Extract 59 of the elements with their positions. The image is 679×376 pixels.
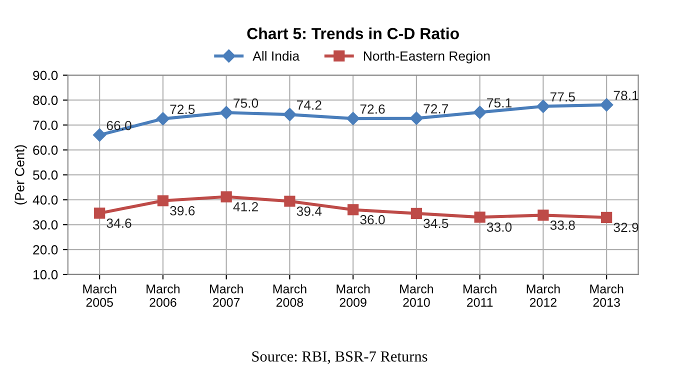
data-label: 34.5 [424,218,448,228]
point [157,195,169,206]
y-tick-label: 90.0 [33,70,58,80]
data-label: 72.6 [360,104,385,114]
data-label: 66.0 [106,120,132,130]
x-tick-label: March 2008 [273,284,306,307]
x-tick-label: March 2012 [526,284,560,307]
point [410,112,424,125]
point [94,208,106,219]
x-tick-label: March 2007 [210,284,243,307]
data-label: 33.8 [550,220,575,230]
point [284,196,296,207]
point [220,106,233,120]
chart-title: Chart 5: Trends in C-D Ratio [247,28,459,40]
point [538,210,549,221]
point [600,98,614,112]
data-label: 75.1 [487,98,512,108]
source-note: Source: RBI, BSR-7 Returns [252,351,428,364]
data-label: 36.0 [360,215,385,224]
data-label: 39.4 [296,206,322,216]
x-tick-label: March 2009 [336,284,370,307]
data-label: 34.6 [106,218,132,228]
point [348,204,359,216]
y-tick-label: 10.0 [34,270,58,280]
y-tick-label: 60.0 [33,145,58,155]
point [410,208,422,220]
legend-label: North-Eastern Region [364,51,490,64]
point [474,212,486,223]
point [156,112,170,126]
y-tick-label: 30.0 [33,220,58,230]
data-label: 39.6 [170,206,195,216]
x-tick-label: March 2010 [400,284,434,307]
data-label: 75.0 [234,98,258,108]
point [346,112,360,126]
data-label: 77.5 [550,92,575,102]
data-label: 78.1 [614,90,638,100]
point [536,100,550,113]
point [473,106,486,119]
x-tick-label: March 2005 [83,284,116,307]
x-tick-label: March 2006 [146,284,180,307]
legend-label: All India [252,51,300,61]
data-label: 74.2 [296,100,322,110]
y-tick-label: 80.0 [33,96,58,106]
y-tick-label: 50.0 [33,170,58,180]
point [601,212,612,223]
point [283,108,296,122]
point [93,128,106,142]
data-label: 41.2 [233,202,258,212]
point [220,191,232,202]
y-tick-label: 20.0 [33,245,58,254]
x-tick-label: March 2011 [463,284,496,307]
data-label: 72.5 [170,104,195,114]
data-label: 32.9 [614,222,638,232]
y-axis-title: (Per Cent) [14,145,27,204]
data-label: 72.7 [424,104,448,114]
data-label: 33.0 [486,222,512,232]
x-tick-label: March 2013 [590,284,624,307]
y-tick-label: 70.0 [33,120,58,130]
y-tick-label: 40.0 [32,195,58,205]
